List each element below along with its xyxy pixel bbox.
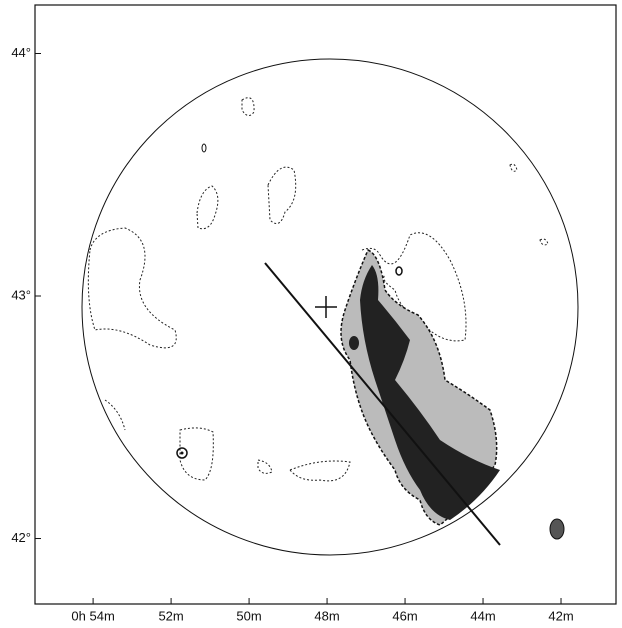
small-contour — [202, 144, 206, 152]
y-tick-label: 44° — [11, 45, 31, 60]
small-contour — [396, 267, 402, 275]
x-tick-label: 42m — [548, 608, 573, 623]
x-tick-label: 46m — [392, 608, 417, 623]
beam — [550, 519, 564, 539]
x-tick-label: 50m — [236, 608, 261, 623]
x-tick-label: 0h 54m — [71, 608, 114, 623]
x-tick-label: 44m — [470, 608, 495, 623]
x-tick-label: 48m — [314, 608, 339, 623]
blob — [349, 336, 359, 350]
chart: 0h 54m 52m 50m 48m 46m 44m 42m 44° 43° 42° — [0, 0, 622, 628]
x-tick-label: 52m — [158, 608, 183, 623]
y-tick-label: 42° — [11, 530, 31, 545]
source-marker — [181, 452, 184, 455]
y-tick-label: 43° — [11, 287, 31, 302]
